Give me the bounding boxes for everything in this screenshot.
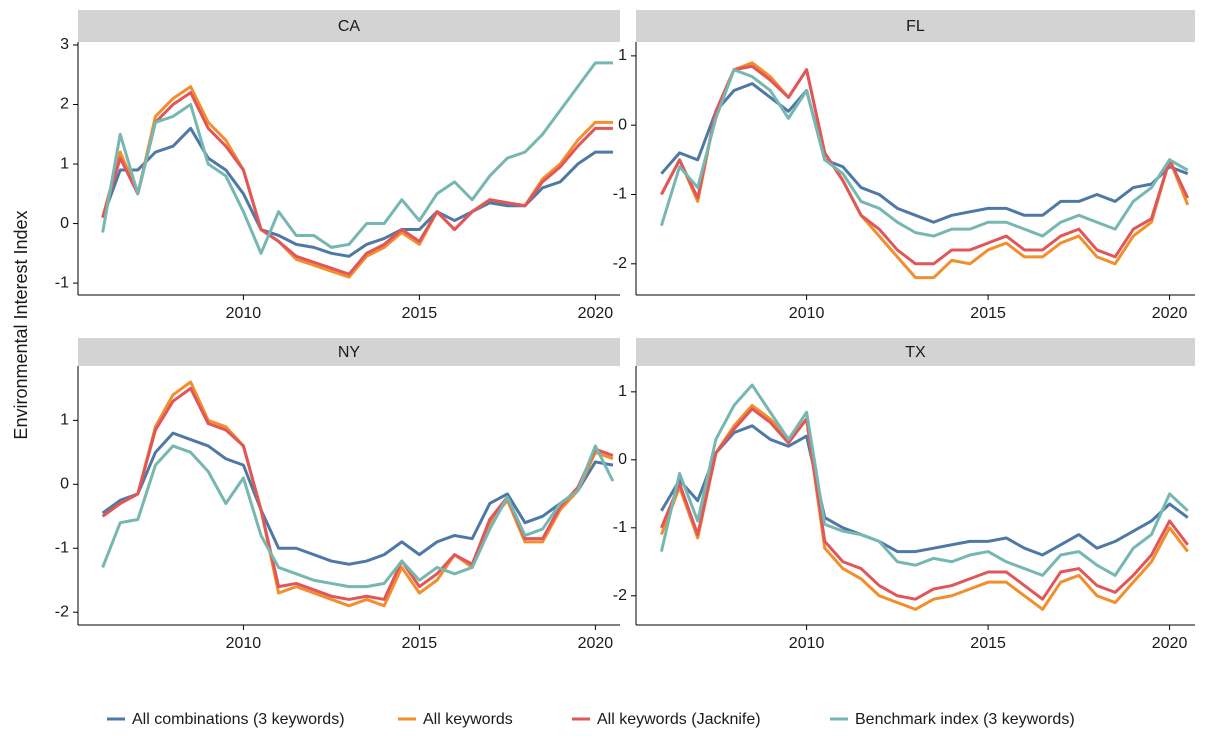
- legend-label: All keywords (Jacknife): [597, 711, 761, 728]
- facet-strip: [78, 338, 620, 366]
- series-line: [660, 61, 1190, 280]
- x-tick-label: 2020: [578, 305, 614, 322]
- y-tick-label: 3: [60, 36, 69, 53]
- y-tick-label: -1: [55, 539, 69, 556]
- series-line: [660, 403, 1189, 611]
- y-tick-label: -2: [55, 603, 69, 620]
- series-line: [660, 82, 1189, 224]
- x-tick-label: 2020: [1152, 305, 1188, 322]
- series-line: [101, 380, 614, 608]
- y-tick-label: 1: [618, 383, 627, 400]
- series-line: [659, 383, 1189, 577]
- facet-title: FL: [906, 18, 925, 35]
- facet-strip: [78, 10, 620, 42]
- series-line: [101, 431, 614, 566]
- series-line: [660, 64, 1190, 266]
- legend-label: All combinations (3 keywords): [132, 711, 345, 728]
- x-tick-label: 2015: [402, 305, 438, 322]
- x-tick-label: 2010: [789, 305, 825, 322]
- x-tick-label: 2010: [226, 635, 262, 652]
- x-tick-label: 2020: [1152, 635, 1188, 652]
- y-axis-label: Environmental Interest Index: [11, 210, 31, 439]
- y-tick-label: 2: [60, 96, 69, 113]
- series-line: [101, 61, 613, 255]
- x-tick-label: 2010: [789, 635, 825, 652]
- facet-title: CA: [338, 18, 361, 35]
- y-tick-label: -2: [613, 587, 627, 604]
- series-line: [101, 444, 615, 589]
- y-tick-label: 1: [60, 412, 69, 429]
- series-line: [660, 407, 1189, 601]
- legend-label: Benchmark index (3 keywords): [855, 711, 1075, 728]
- series-line: [660, 424, 1189, 557]
- series-line: [101, 386, 614, 601]
- facet-strip: [636, 338, 1195, 366]
- facet-strip: [636, 10, 1195, 42]
- y-tick-label: 1: [618, 47, 627, 64]
- y-tick-label: -2: [613, 255, 627, 272]
- x-tick-label: 2015: [402, 635, 438, 652]
- y-tick-label: -1: [613, 519, 627, 536]
- y-tick-label: 1: [60, 155, 69, 172]
- x-tick-label: 2010: [226, 305, 262, 322]
- legend-label: All keywords: [423, 711, 513, 728]
- x-tick-label: 2020: [578, 635, 614, 652]
- y-tick-label: 0: [618, 116, 627, 133]
- y-tick-label: 0: [60, 476, 69, 493]
- x-tick-label: 2015: [970, 635, 1006, 652]
- y-tick-label: 0: [60, 215, 69, 232]
- y-tick-label: -1: [613, 186, 627, 203]
- facet-title: TX: [905, 344, 926, 361]
- y-tick-label: -1: [55, 274, 69, 291]
- series-line: [101, 91, 613, 276]
- x-tick-label: 2015: [970, 305, 1006, 322]
- facet-title: NY: [338, 344, 361, 361]
- series-line: [659, 68, 1189, 238]
- y-tick-label: 0: [618, 451, 627, 468]
